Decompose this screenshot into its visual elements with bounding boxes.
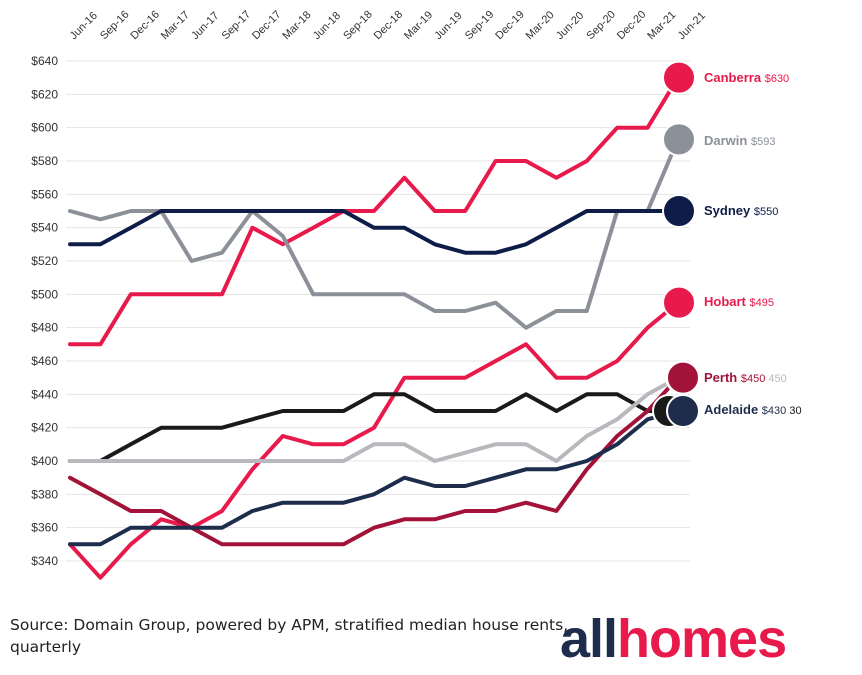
series-label: Perth $450 450 xyxy=(704,370,787,385)
series-lines xyxy=(68,75,680,580)
y-tick-label: $540 xyxy=(31,221,58,235)
series-label-value: $593 xyxy=(751,136,775,148)
series-label-name: Canberra xyxy=(704,70,765,85)
series-end-marker xyxy=(662,285,696,320)
series-labels: Canberra $630 Darwin $593 Sydney $550 Hobar… xyxy=(704,70,802,417)
series-label: Hobart $495 xyxy=(704,294,774,309)
x-tick-label: Dec-17 xyxy=(250,9,284,43)
series-label-value: $495 xyxy=(750,297,774,309)
x-tick-label: Jun-16 xyxy=(68,10,100,42)
series-label: Sydney $550 xyxy=(704,203,778,218)
series-line xyxy=(68,409,680,547)
svg-text:allhomes: allhomes xyxy=(560,609,786,669)
y-tick-label: $600 xyxy=(31,121,58,135)
series-line xyxy=(68,392,680,463)
series-end-marker xyxy=(666,360,700,395)
logo-part-homes: homes xyxy=(617,609,786,669)
x-tick-label: Jun-17 xyxy=(189,10,221,42)
allhomes-logo: allhomes xyxy=(560,609,787,669)
series-label-name: Hobart xyxy=(704,294,750,309)
y-tick-label: $500 xyxy=(31,287,58,301)
y-tick-label: $360 xyxy=(31,521,58,535)
series-label-value: $430 xyxy=(762,405,786,417)
y-tick-label: $460 xyxy=(31,354,58,368)
series-label: Adelaide $430 30 xyxy=(704,402,802,417)
y-tick-label: $580 xyxy=(31,154,58,168)
x-tick-label: Jun-21 xyxy=(676,10,708,42)
series-line xyxy=(68,209,680,255)
series-label-name: Perth xyxy=(704,370,741,385)
series-label-extra: 30 xyxy=(786,405,801,417)
x-tick-label: Sep-16 xyxy=(98,9,132,43)
series-line xyxy=(68,137,680,330)
series-end-marker xyxy=(662,194,696,228)
y-tick-label: $560 xyxy=(31,187,58,201)
series-label-name: Adelaide xyxy=(704,402,762,417)
x-tick-label: Dec-19 xyxy=(493,9,527,43)
y-tick-label: $480 xyxy=(31,321,58,335)
series-label-value: $450 xyxy=(741,373,765,385)
y-tick-label: $400 xyxy=(31,454,58,468)
y-tick-label: $520 xyxy=(31,254,58,268)
gridlines xyxy=(66,60,690,562)
x-tick-label: Dec-16 xyxy=(128,9,162,43)
line-chart: Jun-16Sep-16Dec-16Mar-17Jun-17Sep-17Dec-… xyxy=(31,9,802,580)
series-end-marker xyxy=(666,394,700,428)
y-tick-label: $620 xyxy=(31,87,58,101)
x-tick-label: Sep-19 xyxy=(463,9,497,43)
series-end-marker xyxy=(662,122,696,157)
y-tick-label: $420 xyxy=(31,421,58,435)
series-line xyxy=(68,75,680,347)
y-tick-label: $380 xyxy=(31,487,58,501)
y-tick-label: $640 xyxy=(31,54,58,68)
x-tick-label: Mar-21 xyxy=(645,9,678,42)
x-tick-label: Jun-19 xyxy=(432,10,464,42)
x-tick-label: Mar-20 xyxy=(524,9,557,42)
series-label-name: Sydney xyxy=(704,203,754,218)
y-tick-label: $440 xyxy=(31,387,58,401)
x-tick-label: Dec-18 xyxy=(372,9,406,43)
y-tick-label: $340 xyxy=(31,554,58,568)
series-end-marker xyxy=(662,60,696,95)
series-label: Canberra $630 xyxy=(704,70,789,85)
x-tick-label: Sep-18 xyxy=(341,9,375,43)
x-tick-label: Jun-20 xyxy=(554,10,586,42)
x-tick-label: Mar-18 xyxy=(280,9,313,42)
series-label-name: Darwin xyxy=(704,133,751,148)
series-line xyxy=(68,375,680,463)
x-tick-label: Jun-18 xyxy=(311,10,343,42)
series-label-value: $630 xyxy=(765,73,789,85)
series-line xyxy=(68,300,680,580)
x-tick-label: Mar-19 xyxy=(402,9,435,42)
source-note: Source: Domain Group, powered by APM, st… xyxy=(10,616,569,656)
y-axis-tick-labels: $640 $620 $600 $580 $560 $540 $520 $500 $480 $460… xyxy=(31,54,58,568)
x-tick-label: Dec-20 xyxy=(615,9,649,43)
series-label-value: $550 xyxy=(754,206,778,218)
x-tick-label: Mar-17 xyxy=(159,9,192,42)
series-line xyxy=(68,375,680,547)
logo-part-all: all xyxy=(560,609,617,669)
series-label-extra: 450 xyxy=(765,373,786,385)
series-label: Darwin $593 xyxy=(704,133,775,148)
x-tick-label: Sep-17 xyxy=(220,9,254,43)
x-tick-label: Sep-20 xyxy=(584,9,618,43)
series-end-markers xyxy=(652,60,700,428)
x-axis-tick-labels: Jun-16Sep-16Dec-16Mar-17Jun-17Sep-17Dec-… xyxy=(68,9,708,43)
